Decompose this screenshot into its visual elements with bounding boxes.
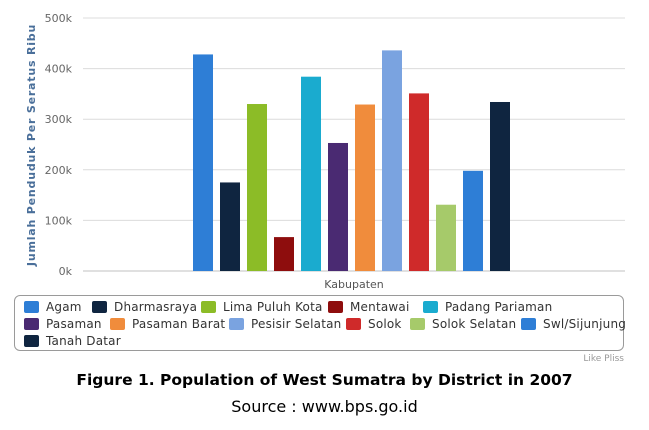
bar [247,104,267,272]
figure-caption: Figure 1. Population of West Sumatra by … [76,371,573,389]
bar [328,142,348,271]
legend-label: Mentawai [350,300,410,314]
legend-label: Solok Selatan [432,317,517,331]
legend-swatch [410,318,425,330]
source-caption: Source : www.bps.go.id [231,397,418,416]
y-tick-label: 400k [45,63,73,76]
legend-swatch [24,318,39,330]
legend-swatch [24,335,39,347]
x-axis-label: Kabupaten [324,278,384,291]
legend-item[interactable]: Solok Selatan [410,317,516,331]
bar [463,170,483,271]
legend-label: Lima Puluh Kota [223,300,323,314]
legend-item[interactable]: Agam [24,300,82,314]
bar [274,237,294,271]
legend-swatch [328,301,343,313]
bar [301,76,321,271]
legend-item[interactable]: Swl/Sijunjung [521,317,626,331]
legend-item[interactable]: Pasaman [24,317,102,331]
legend-item[interactable]: Dharmasraya [92,300,197,314]
y-tick-label: 100k [45,214,73,227]
y-tick-label: 500k [45,12,73,25]
y-tick-label: 300k [45,113,73,126]
legend-swatch [201,301,216,313]
credit-text: Like Pliss [583,354,624,364]
legend-item[interactable]: Solok [346,317,402,331]
legend-label: Pesisir Selatan [251,317,342,331]
legend-swatch [24,301,39,313]
bar [355,104,375,271]
legend-item[interactable]: Tanah Datar [24,334,121,348]
legend-swatch [92,301,107,313]
chart-legend: Agam Dharmasraya Lima Puluh Kota Mentawai Pa… [14,295,626,351]
legend-item[interactable]: Lima Puluh Kota [201,300,323,314]
legend-swatch [229,318,244,330]
legend-swatch [521,318,536,330]
legend-label: Swl/Sijunjung [543,317,627,331]
bar [436,204,456,271]
legend-label: Padang Pariaman [445,300,553,314]
bar [409,93,429,271]
legend-label: Agam [46,300,82,314]
legend-item[interactable]: Padang Pariaman [423,300,552,314]
legend-item[interactable]: Pasaman Barat [110,317,225,331]
y-tick-label: 0k [59,265,73,278]
legend-label: Pasaman Barat [132,317,226,331]
legend-swatch [346,318,361,330]
legend-item[interactable]: Mentawai [328,300,410,314]
y-axis-label: Jumlah Penduduk Per Seratus Ribu [25,24,38,267]
bar [382,50,402,271]
legend-swatch [423,301,438,313]
y-tick-label: 200k [45,164,73,177]
legend-label: Tanah Datar [46,334,121,348]
legend-item[interactable]: Pesisir Selatan [229,317,341,331]
legend-label: Pasaman [46,317,102,331]
bar [193,54,213,271]
bar [490,101,510,271]
bar [220,182,240,271]
legend-swatch [110,318,125,330]
legend-label: Dharmasraya [114,300,198,314]
legend-label: Solok [368,317,402,331]
bar-chart: 0k 100k 200k 300k 400k 500k Jumlah Penduduk Pe… [25,12,625,291]
